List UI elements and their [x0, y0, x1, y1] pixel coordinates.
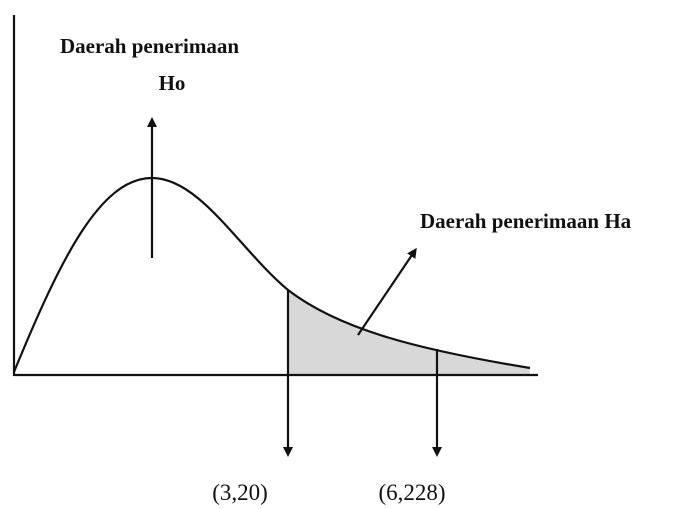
ha-region-shading [288, 290, 530, 375]
ha-arrow [357, 247, 417, 336]
distribution-curve [12, 176, 531, 373]
left-point-label: (3,20) [212, 480, 268, 505]
h0-label-line2: Ho [159, 71, 186, 95]
right-point-label: (6,228) [378, 480, 445, 505]
ha-label: Daerah penerimaan Ha [420, 209, 632, 233]
h0-label-line1: Daerah penerimaan [60, 34, 239, 58]
